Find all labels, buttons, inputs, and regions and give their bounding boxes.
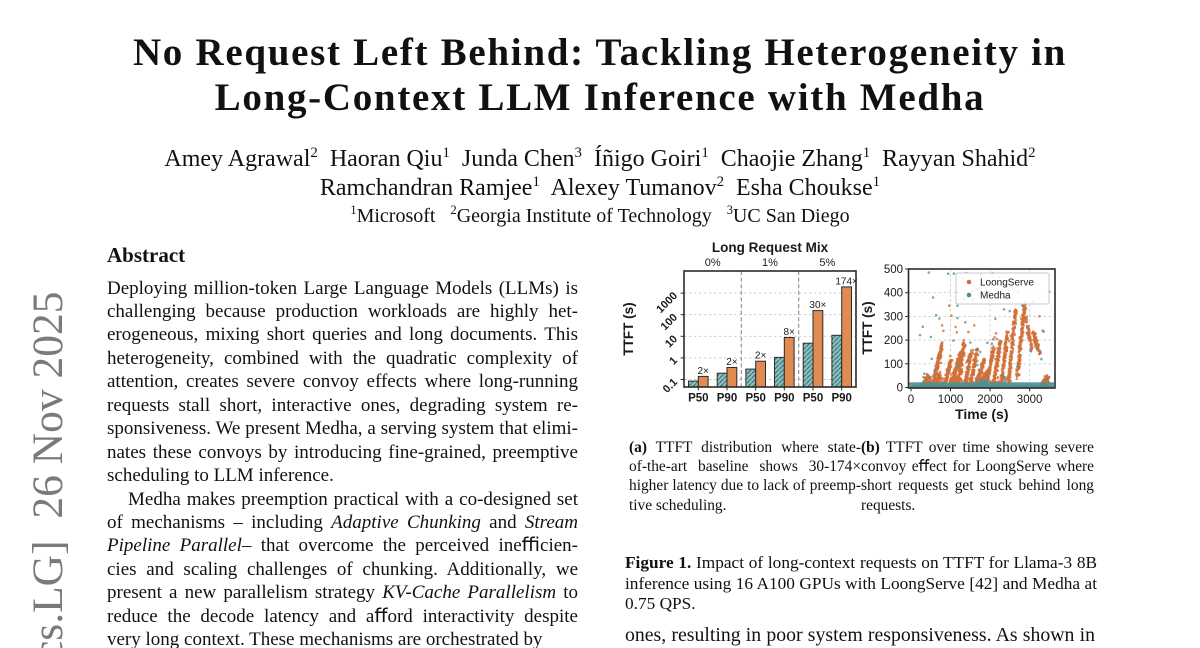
svg-text:100: 100	[884, 359, 903, 371]
svg-text:30×: 30×	[809, 300, 826, 311]
svg-text:P90: P90	[717, 393, 737, 405]
svg-text:TTFT (s): TTFT (s)	[860, 301, 875, 354]
svg-text:200: 200	[884, 335, 903, 347]
svg-text:2000: 2000	[977, 394, 1003, 406]
svg-text:Medha: Medha	[980, 291, 1011, 302]
svg-text:2×: 2×	[726, 357, 738, 368]
svg-text:1%: 1%	[762, 257, 778, 269]
svg-text:5%: 5%	[819, 257, 835, 269]
svg-text:10: 10	[663, 333, 680, 350]
svg-text:2×: 2×	[755, 351, 767, 362]
svg-text:Long Request Mix: Long Request Mix	[712, 240, 829, 255]
svg-text:300: 300	[884, 311, 903, 323]
svg-text:1: 1	[667, 355, 680, 368]
svg-text:0%: 0%	[705, 257, 721, 269]
svg-text:3000: 3000	[1017, 394, 1043, 406]
svg-text:2×: 2×	[697, 366, 709, 377]
svg-text:174×: 174×	[835, 276, 858, 287]
svg-text:8×: 8×	[783, 327, 795, 338]
svg-text:P90: P90	[831, 393, 851, 405]
svg-text:500: 500	[884, 264, 903, 276]
svg-text:P50: P50	[803, 393, 823, 405]
svg-text:1000: 1000	[938, 394, 964, 406]
svg-text:TTFT (s): TTFT (s)	[621, 302, 636, 355]
svg-text:P90: P90	[774, 393, 794, 405]
svg-text:P50: P50	[688, 393, 708, 405]
svg-text:1000: 1000	[654, 290, 680, 316]
svg-text:0: 0	[908, 394, 914, 406]
svg-text:400: 400	[884, 288, 903, 300]
svg-text:P50: P50	[745, 393, 765, 405]
svg-text:0: 0	[897, 383, 903, 395]
svg-text:0.1: 0.1	[661, 376, 680, 395]
svg-text:LoongServe: LoongServe	[980, 278, 1034, 289]
svg-text:Time (s): Time (s)	[955, 406, 1008, 422]
